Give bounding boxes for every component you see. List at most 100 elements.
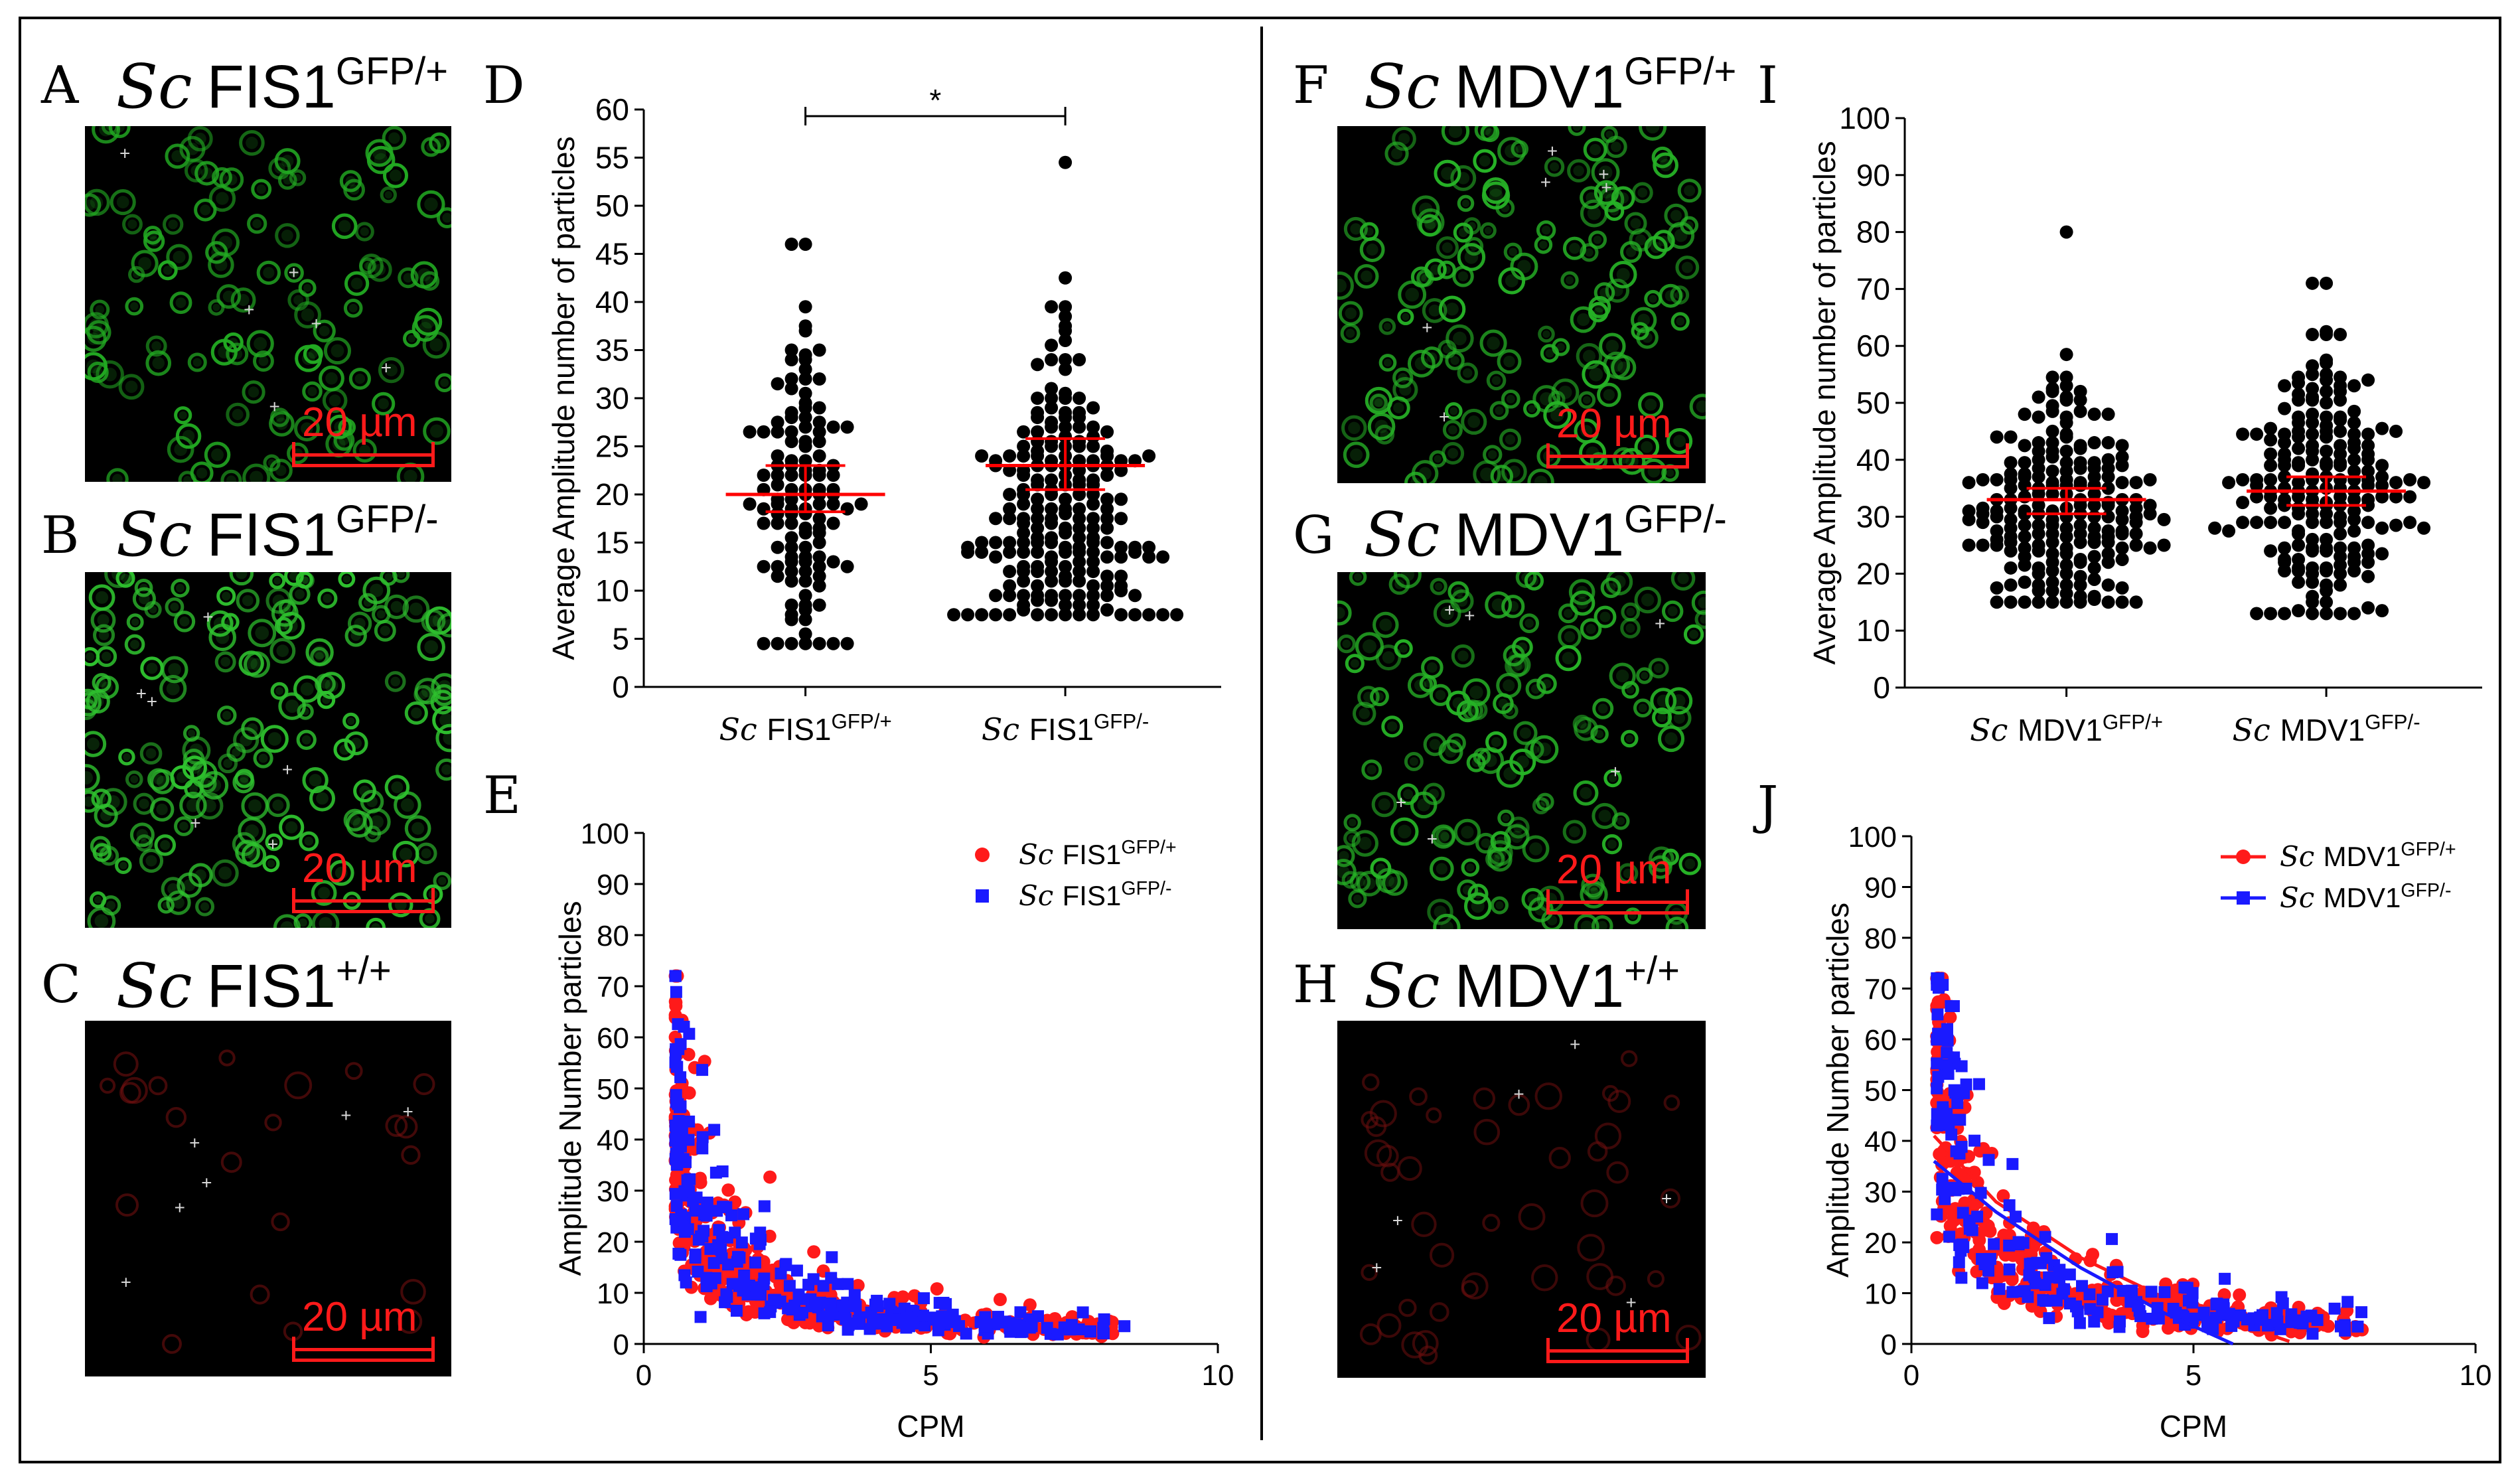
cell xyxy=(260,725,289,753)
y-tick-label: 40 xyxy=(595,285,629,319)
data-point xyxy=(1963,1214,1976,1226)
data-point xyxy=(1953,1256,1965,1268)
data-point xyxy=(1059,362,1073,376)
data-point xyxy=(2320,607,2334,621)
cell-interior xyxy=(94,914,109,928)
data-point xyxy=(798,589,812,603)
crosshair-mark: + xyxy=(147,691,157,711)
data-point xyxy=(2032,410,2045,424)
cell xyxy=(435,758,451,781)
data-point xyxy=(1962,538,1976,552)
cell xyxy=(284,263,304,283)
data-point xyxy=(993,1293,1007,1307)
data-point xyxy=(674,1248,687,1261)
y-tick-label: 20 xyxy=(595,477,629,512)
data-point xyxy=(798,319,812,333)
data-point xyxy=(1059,309,1073,323)
data-point xyxy=(1023,1321,1036,1334)
data-point xyxy=(2197,1309,2210,1321)
data-point xyxy=(1939,1193,1951,1205)
data-point xyxy=(771,540,784,554)
data-point xyxy=(1003,608,1017,622)
cell-interior xyxy=(160,840,171,850)
cell-interior xyxy=(258,753,268,763)
cell-interior xyxy=(315,652,324,661)
y-tick-label: 90 xyxy=(1864,872,1897,905)
data-point xyxy=(2059,225,2073,239)
data-point xyxy=(975,546,989,559)
y-tick-label: 60 xyxy=(597,1022,629,1055)
cell xyxy=(190,760,218,788)
cell xyxy=(216,586,236,606)
data-point xyxy=(2059,521,2073,535)
cell-interior xyxy=(200,902,210,911)
cell xyxy=(378,357,405,384)
cell xyxy=(382,163,409,188)
data-point xyxy=(689,1252,702,1264)
cell xyxy=(253,748,273,769)
data-point xyxy=(1941,1023,1953,1035)
cell-interior xyxy=(242,595,254,607)
panel-letter-f: F xyxy=(1293,56,1329,115)
data-point xyxy=(1017,425,1031,439)
cell xyxy=(343,179,366,201)
data-point xyxy=(2143,473,2157,486)
cell xyxy=(145,335,167,357)
data-point xyxy=(2334,413,2347,427)
data-point xyxy=(2018,439,2032,453)
data-point xyxy=(2361,569,2375,583)
data-point xyxy=(1942,1068,1955,1080)
data-point xyxy=(2306,328,2320,342)
data-point xyxy=(763,1170,777,1184)
data-point xyxy=(2004,456,2018,470)
data-point xyxy=(2278,379,2292,393)
cell-interior xyxy=(106,901,116,911)
y-tick-label: 40 xyxy=(1856,443,1890,477)
species-label: Sc xyxy=(116,950,192,1021)
data-point xyxy=(2334,578,2347,592)
data-point xyxy=(2045,595,2059,609)
cell xyxy=(85,731,107,757)
data-point xyxy=(2004,467,2018,481)
cell xyxy=(110,188,136,216)
data-point xyxy=(2292,416,2306,430)
cell-interior xyxy=(378,398,389,409)
cell-interior xyxy=(329,394,341,407)
cell-interior xyxy=(409,602,423,616)
data-point xyxy=(2073,461,2087,475)
data-point xyxy=(2040,1252,2053,1264)
cell-interior xyxy=(421,848,431,859)
cell-interior xyxy=(301,422,313,435)
genotype-label: GFP/+ xyxy=(1121,837,1176,858)
data-point xyxy=(1059,392,1073,405)
cell-interior xyxy=(176,771,188,783)
data-point xyxy=(902,1319,915,1331)
data-point xyxy=(1945,999,1957,1012)
data-point xyxy=(2334,481,2347,495)
cell xyxy=(205,241,228,264)
data-point xyxy=(2347,453,2361,467)
cell-interior xyxy=(342,575,351,583)
data-point xyxy=(1114,579,1128,593)
x-tick-label: Sc FIS1GFP/- xyxy=(982,710,1149,747)
cell-interior xyxy=(173,897,185,909)
cell-interior xyxy=(302,576,310,585)
data-point xyxy=(784,406,798,419)
data-point xyxy=(2278,402,2292,415)
data-point xyxy=(2292,564,2306,578)
data-point xyxy=(1059,411,1073,424)
data-point xyxy=(2208,521,2222,535)
data-point xyxy=(2278,555,2292,569)
cell-interior xyxy=(334,866,348,879)
data-point xyxy=(1931,1008,1944,1021)
cell xyxy=(1490,465,1514,483)
cell xyxy=(85,352,108,381)
data-point xyxy=(798,439,812,453)
data-point xyxy=(2334,541,2347,555)
data-point xyxy=(2347,564,2361,578)
data-point xyxy=(784,636,798,650)
cell xyxy=(344,731,368,755)
data-point xyxy=(2143,541,2157,555)
data-point xyxy=(2096,1294,2109,1306)
data-point xyxy=(812,435,826,449)
